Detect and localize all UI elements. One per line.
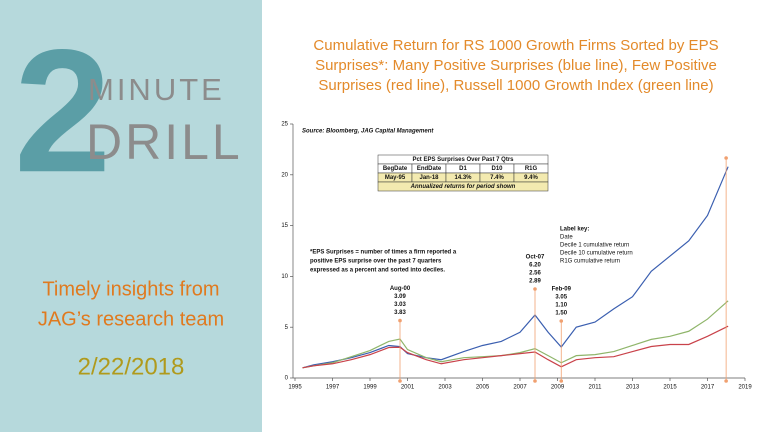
label-key: Decile 10 cumulative return — [560, 251, 633, 257]
annotation-label: 3.83 — [394, 310, 406, 316]
end-dot — [724, 379, 728, 383]
annotation-label: 2.56 — [529, 271, 541, 277]
x-tick-label: 1997 — [326, 385, 340, 391]
tagline: JAG’s research team — [38, 308, 224, 330]
table-cell-text: D1 — [459, 166, 467, 172]
table-header: Pct EPS Surprises Over Past 7 Qtrs — [412, 157, 514, 163]
annotation-dot — [559, 379, 564, 383]
annotation-label: Feb-09 — [552, 287, 572, 293]
chart-title: Surprises*: Many Positive Surprises (blu… — [315, 57, 717, 74]
series-line — [302, 166, 729, 369]
label-key: R1G cumulative return — [560, 259, 620, 265]
x-tick-label: 2007 — [513, 385, 527, 391]
annotation-label: 3.09 — [394, 294, 406, 300]
footnote: expressed as a percent and sorted into d… — [310, 268, 445, 274]
table-cell-text: 7.4% — [490, 175, 504, 181]
annotation-label: Aug-00 — [390, 286, 411, 292]
annotation-label: 2.89 — [529, 279, 541, 285]
y-tick-label: 10 — [281, 274, 288, 280]
table-cell-text: EndDate — [417, 166, 442, 172]
table-cell-text: Jan-18 — [419, 175, 439, 181]
annotation-label: 6.20 — [529, 263, 541, 269]
x-tick-label: 2001 — [401, 385, 415, 391]
annotation-label: 1.10 — [555, 303, 567, 309]
y-tick-label: 25 — [281, 122, 288, 128]
right-panel — [262, 0, 768, 432]
table-cell-text: R1G — [525, 166, 538, 172]
annotation-dot — [533, 379, 537, 383]
x-tick-label: 1995 — [288, 385, 302, 391]
table-footer: Annualized returns for period shown — [410, 184, 516, 190]
label-key: Label key: — [560, 227, 589, 233]
annotation-dot — [398, 379, 402, 383]
footnote: *EPS Surprises = number of times a firm … — [310, 250, 457, 256]
x-tick-label: 2013 — [626, 385, 640, 391]
left-panel — [0, 0, 262, 432]
x-tick-label: 2017 — [701, 385, 715, 391]
annotation-dot — [559, 319, 564, 323]
x-tick-label: 1999 — [363, 385, 377, 391]
y-tick-label: 5 — [285, 325, 289, 331]
x-tick-label: 2015 — [663, 385, 677, 391]
table-footer-bg — [377, 181, 549, 192]
annotation-label: 1.50 — [555, 311, 567, 317]
y-tick-label: 0 — [285, 376, 289, 382]
date: 2/22/2018 — [78, 353, 185, 380]
table-cell-text: May-95 — [385, 175, 406, 181]
table-cell-text: BegDate — [383, 166, 408, 172]
x-tick-label: 2003 — [438, 385, 452, 391]
table-cell-text: D10 — [491, 166, 503, 172]
annotation-label: Oct-07 — [526, 255, 545, 261]
annotation-label: 3.03 — [394, 302, 406, 308]
y-tick-label: 15 — [281, 223, 288, 229]
x-tick-label: 2011 — [589, 385, 603, 391]
y-tick-label: 20 — [281, 172, 288, 178]
annotation-label: 3.05 — [555, 295, 567, 301]
x-tick-label: 2005 — [476, 385, 490, 391]
chart-title: Cumulative Return for RS 1000 Growth Fir… — [313, 37, 718, 54]
table-cell-text: 14.3% — [454, 175, 472, 181]
big-number: 2 — [14, 14, 111, 209]
tagline: Timely insights from — [42, 278, 219, 300]
annotation-dot — [398, 318, 402, 323]
series-line — [302, 325, 729, 369]
label-key: Date — [560, 235, 573, 241]
x-tick-label: 2019 — [738, 385, 752, 391]
table-cell-text: 9.4% — [524, 175, 538, 181]
x-tick-label: 2009 — [551, 385, 565, 391]
footnote: positive EPS surprise over the past 7 qu… — [310, 259, 442, 265]
brand-word: MINUTE — [88, 72, 225, 107]
source: Source: Bloomberg, JAG Capital Managemen… — [302, 129, 434, 135]
chart-title: Surprises (red line), Russell 1000 Growt… — [318, 77, 713, 94]
end-dot — [724, 156, 728, 160]
annotation-dot — [533, 287, 537, 291]
label-key: Decile 1 cumulative return — [560, 243, 629, 249]
brand-word: DRILL — [86, 114, 243, 170]
